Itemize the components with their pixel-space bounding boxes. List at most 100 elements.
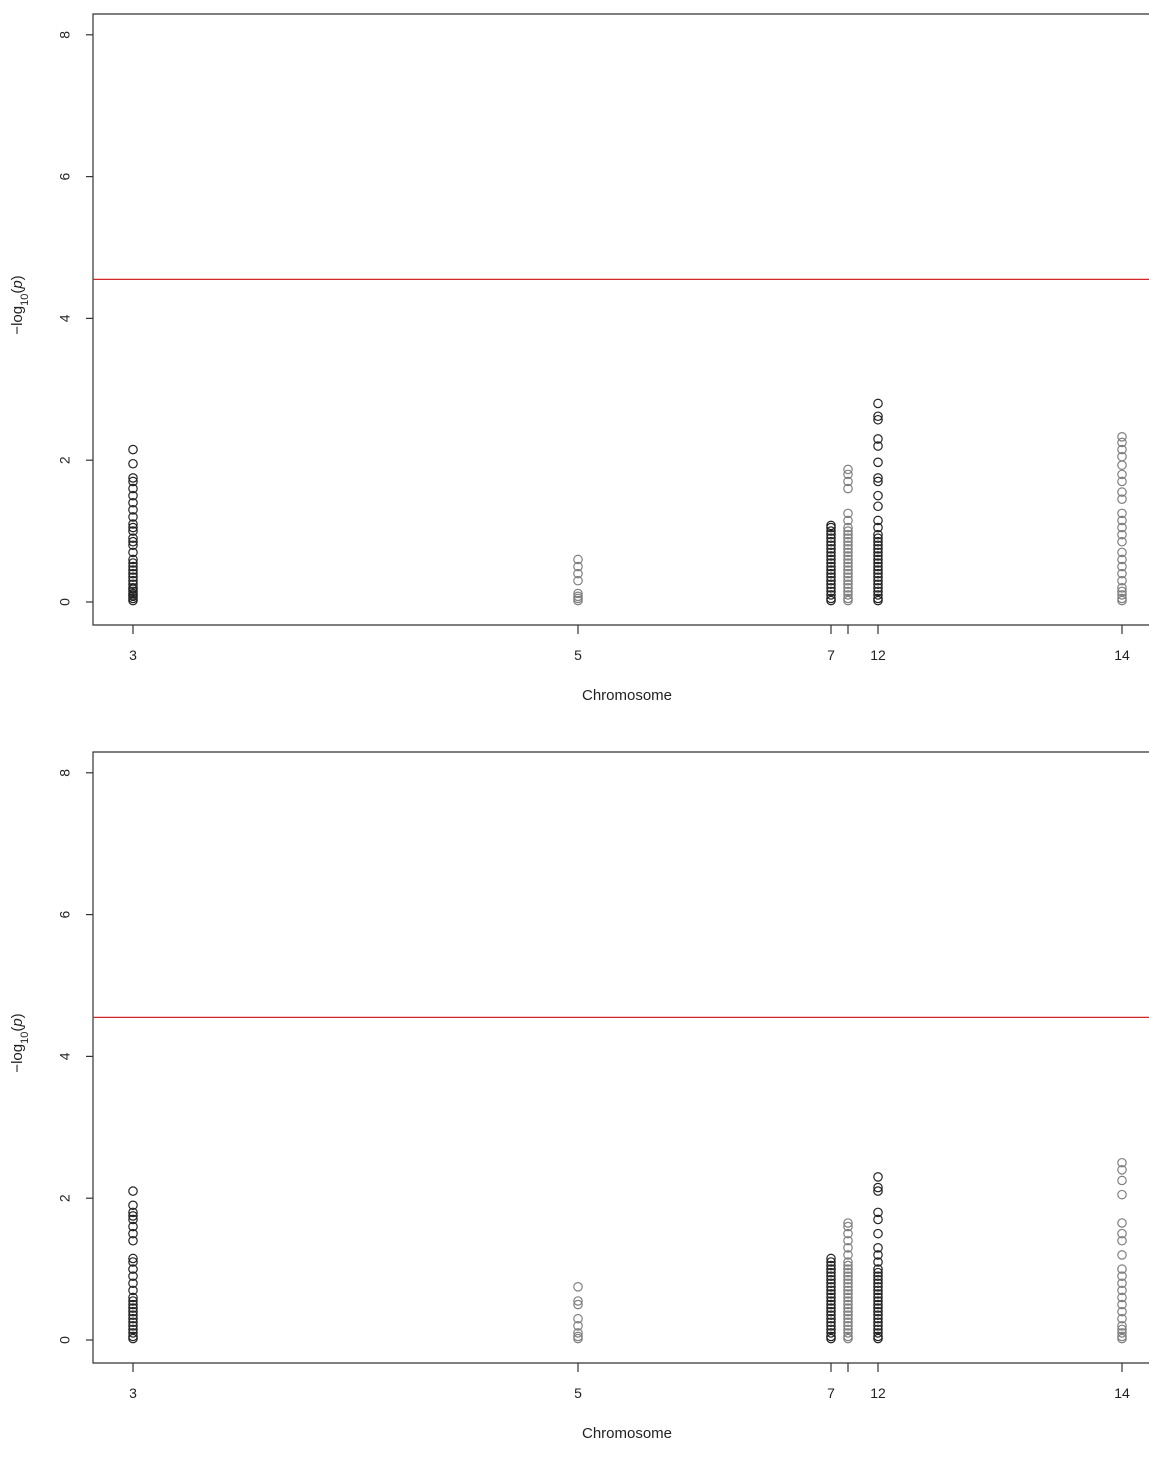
data-point xyxy=(826,1328,836,1338)
data-point xyxy=(1117,590,1127,600)
data-point xyxy=(128,1331,138,1342)
data-point xyxy=(873,561,883,572)
data-point xyxy=(826,1260,836,1271)
data-point xyxy=(826,1321,836,1331)
data-point xyxy=(1117,1228,1127,1239)
data-point xyxy=(128,558,138,568)
data-point xyxy=(573,1328,583,1338)
data-point xyxy=(128,512,138,522)
data-point xyxy=(128,483,138,494)
data-point xyxy=(873,533,883,543)
data-point xyxy=(873,1328,883,1338)
data-point xyxy=(128,476,138,487)
data-point xyxy=(843,1221,853,1232)
y-tick-label: 4 xyxy=(57,314,73,322)
data-point xyxy=(128,473,138,483)
data-point xyxy=(573,1282,583,1292)
data-point xyxy=(843,476,853,487)
data-point xyxy=(826,529,836,540)
data-point xyxy=(873,544,883,554)
y-tick-label: 8 xyxy=(57,769,73,777)
data-point xyxy=(873,551,883,561)
data-point xyxy=(128,1186,138,1196)
data-point xyxy=(128,1271,138,1281)
data-point xyxy=(826,536,836,547)
data-point xyxy=(843,1321,853,1331)
data-point xyxy=(843,1282,853,1292)
data-point xyxy=(843,1296,853,1306)
chart-canvas-bottom: 0 2 4 6 8 −log10(p) 3 5 7 12 14 Chromosome xyxy=(9,751,1149,1442)
data-point xyxy=(826,1257,836,1267)
data-point xyxy=(873,1285,883,1296)
data-point xyxy=(843,1317,853,1328)
data-point xyxy=(128,1253,138,1264)
data-point xyxy=(843,1285,853,1296)
data-point xyxy=(843,464,853,475)
data-point xyxy=(826,1253,836,1264)
y-tick-label: 0 xyxy=(57,1336,73,1344)
data-point xyxy=(128,1285,138,1296)
data-point xyxy=(826,544,836,554)
data-point xyxy=(1117,1299,1127,1310)
data-point xyxy=(843,1235,853,1246)
data-point xyxy=(1117,1328,1127,1338)
data-point xyxy=(826,590,836,600)
x-tick-label: 7 xyxy=(827,1385,835,1401)
data-point xyxy=(826,568,836,579)
data-point xyxy=(843,568,853,579)
data-point xyxy=(843,526,853,536)
data-point xyxy=(843,1267,853,1278)
data-point xyxy=(873,1278,883,1289)
y-tick-label: 6 xyxy=(57,910,73,918)
data-point xyxy=(873,1264,883,1274)
data-point xyxy=(843,554,853,565)
data-point xyxy=(826,572,836,582)
data-point xyxy=(873,1317,883,1328)
data-point xyxy=(1117,1306,1127,1317)
data-point xyxy=(826,1324,836,1335)
data-point xyxy=(843,1310,853,1320)
data-point xyxy=(843,529,853,540)
data-point xyxy=(1117,1271,1127,1281)
data-point xyxy=(843,1292,853,1303)
x-tick-label: 3 xyxy=(129,1385,137,1401)
data-point xyxy=(873,590,883,600)
data-point xyxy=(1117,508,1127,519)
data-point xyxy=(826,593,836,604)
data-point xyxy=(573,575,583,586)
plot-frame xyxy=(92,13,1149,626)
data-point xyxy=(873,1207,883,1218)
data-point xyxy=(843,1299,853,1310)
data-point xyxy=(1117,575,1127,586)
data-point xyxy=(1117,451,1127,462)
data-point xyxy=(873,1214,883,1225)
data-point xyxy=(873,547,883,558)
y-tick-label: 8 xyxy=(57,31,73,39)
data-point xyxy=(1117,1285,1127,1296)
data-point xyxy=(843,575,853,586)
x-tick-label: 7 xyxy=(827,647,835,663)
data-point xyxy=(843,561,853,572)
data-point xyxy=(1117,529,1127,540)
data-point xyxy=(873,579,883,590)
data-point xyxy=(1117,1331,1127,1342)
data-point xyxy=(573,591,583,602)
data-point xyxy=(128,572,138,582)
x-tick-label: 14 xyxy=(1114,1385,1130,1401)
data-point xyxy=(873,1299,883,1310)
data-point xyxy=(1117,554,1127,565)
data-point xyxy=(873,457,883,468)
data-point xyxy=(128,490,138,501)
data-point xyxy=(843,508,853,519)
data-point xyxy=(873,1243,883,1253)
data-point xyxy=(826,1292,836,1303)
data-point xyxy=(843,483,853,494)
data-point xyxy=(128,526,138,536)
data-point xyxy=(843,515,853,526)
data-point xyxy=(573,554,583,565)
data-point xyxy=(1117,1165,1127,1175)
data-point xyxy=(843,583,853,593)
x-tick-label: 12 xyxy=(870,1385,886,1401)
data-point xyxy=(128,1328,138,1338)
data-point xyxy=(128,1264,138,1274)
